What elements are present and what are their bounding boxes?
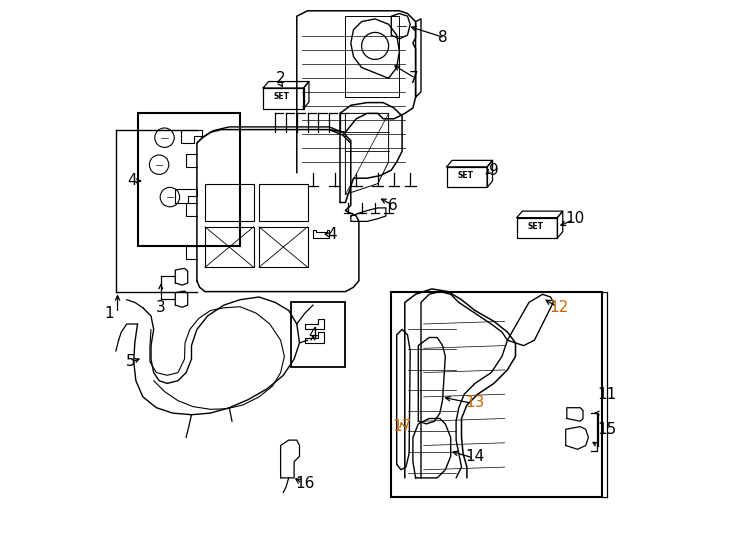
Text: 12: 12: [549, 300, 568, 315]
Text: 4: 4: [127, 173, 137, 188]
Text: 1: 1: [104, 306, 114, 321]
Bar: [205, 227, 254, 267]
Bar: [259, 184, 308, 221]
Text: SET: SET: [274, 92, 290, 101]
Text: 15: 15: [597, 422, 617, 437]
Text: 7: 7: [409, 71, 418, 86]
Bar: [205, 184, 254, 221]
Bar: [259, 227, 308, 267]
Text: 3: 3: [156, 300, 166, 315]
Text: 6: 6: [388, 198, 398, 213]
Text: 9: 9: [489, 163, 499, 178]
Text: SET: SET: [457, 171, 473, 180]
Text: 10: 10: [565, 211, 584, 226]
Bar: [391, 292, 602, 497]
Text: 5: 5: [126, 354, 135, 369]
Bar: [291, 302, 346, 367]
Bar: [137, 113, 240, 246]
Text: 14: 14: [465, 449, 484, 464]
Text: 4: 4: [308, 327, 318, 342]
Text: 2: 2: [276, 71, 286, 86]
Text: 4: 4: [327, 227, 337, 242]
Text: 11: 11: [597, 387, 617, 402]
Text: 17: 17: [393, 419, 412, 434]
Text: 13: 13: [465, 395, 484, 410]
Text: SET: SET: [528, 222, 543, 231]
Text: 8: 8: [437, 30, 448, 45]
Text: 16: 16: [295, 476, 315, 491]
